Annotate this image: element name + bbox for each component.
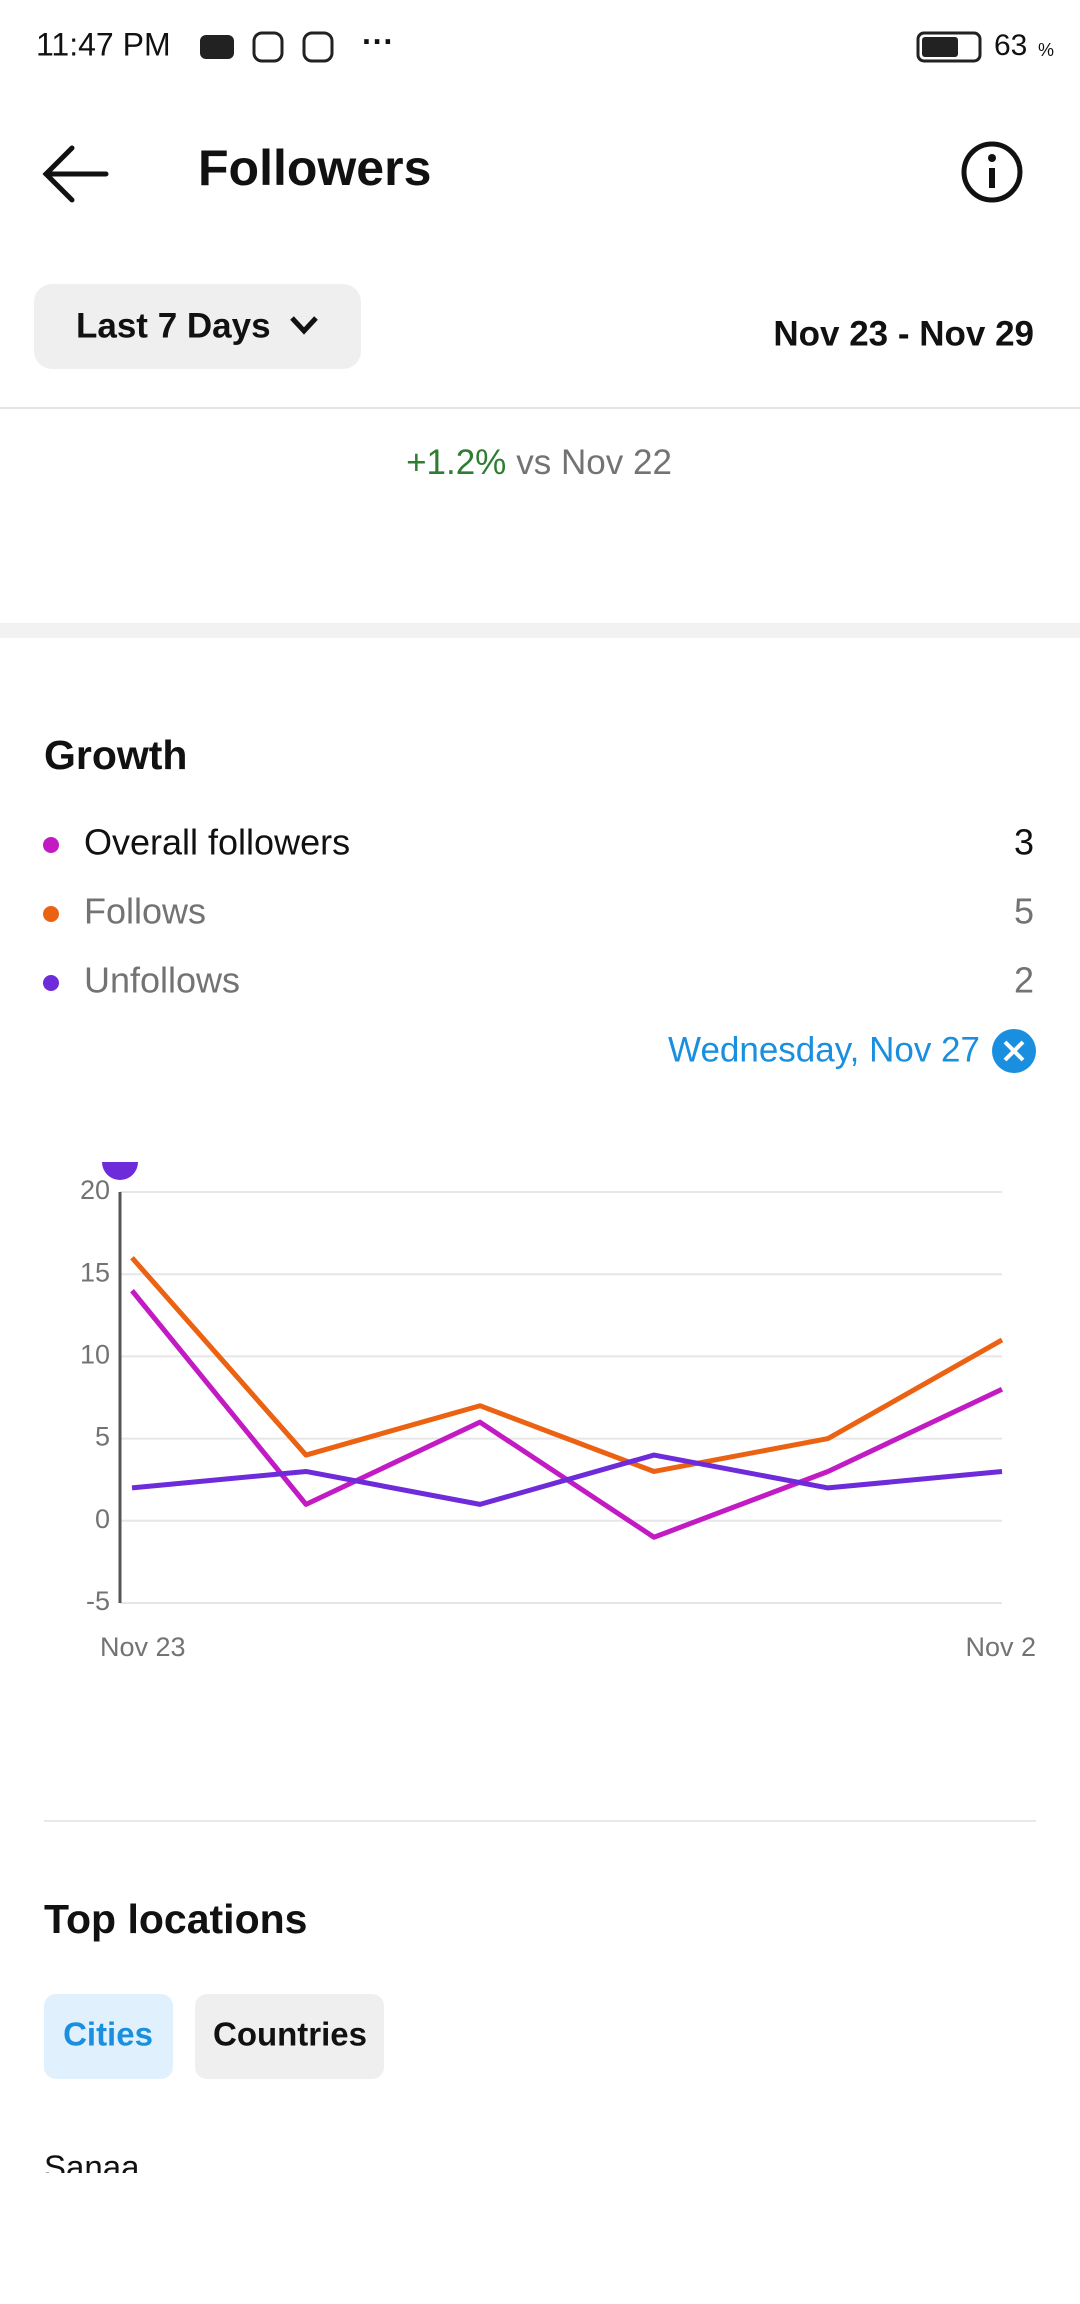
date-range: Nov 23 - Nov 29 [773,314,1034,353]
legend-value: 3 [1014,822,1034,863]
battery-icon [916,31,982,63]
y-tick-label: 20 [80,1175,110,1205]
clear-selection[interactable] [992,1029,1036,1073]
range-dropdown[interactable] [34,284,361,369]
series-line [131,1452,1003,1507]
legend-dot [43,906,59,922]
y-tick-label: 5 [95,1422,110,1452]
section-title: Top locations [44,1896,307,1942]
range-label: Last 7 Days [76,306,271,345]
legend-dot [43,837,59,853]
icon [200,35,234,59]
legend-label: Overall followers [84,822,350,863]
y-tick-label: -5 [86,1586,110,1616]
x-tick-label: Nov 23 [100,1632,186,1662]
selected-date: Wednesday, Nov 27 [668,1030,980,1069]
y-tick-label: 15 [80,1257,110,1287]
legend-value: 5 [1014,891,1034,932]
section-separator [0,623,1080,638]
info-button[interactable] [961,141,1023,203]
y-tick-label: 10 [80,1340,110,1370]
legend-value: 2 [1014,960,1034,1001]
legend-label: Follows [84,891,206,932]
dropdown-chevron [290,316,318,335]
section-title: Growth [44,732,187,778]
icon [302,31,334,63]
legend-label: Unfollows [84,960,240,1001]
page-title: Followers [198,140,431,196]
battery-unit: % [1038,40,1054,60]
y-tick-label: 0 [95,1504,110,1534]
battery-percent: 63 [994,29,1027,62]
tab-cities[interactable] [44,1994,173,2079]
battery-level [922,37,958,57]
icon: ··· [362,23,394,59]
icon [252,31,284,63]
x-tick-label: Nov 2 [965,1632,1036,1662]
legend-dot [43,975,59,991]
tab-label: Countries [213,2016,367,2053]
back-button[interactable] [42,145,109,203]
tab-countries[interactable] [195,1994,384,2079]
tab-label: Cities [63,2016,153,2053]
cursor-marker [102,1162,138,1180]
status-time: 11:47 PM [36,26,171,62]
change-text: +1.2% vs Nov 22 [406,443,672,482]
change-comparison: vs Nov 22 [516,443,672,482]
series-line [130,1256,1004,1474]
change-delta: +1.2% [406,443,506,482]
location-item: Sanaa [44,2149,140,2186]
